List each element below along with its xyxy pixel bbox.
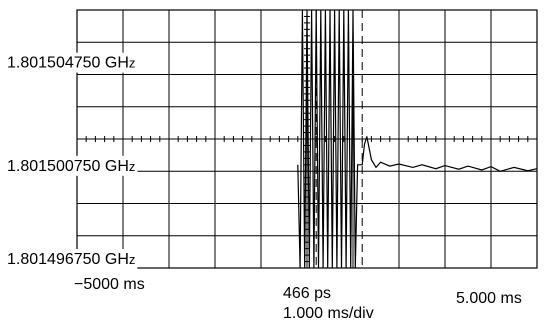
y-axis-labels: 1.801504750 GHz 1.801500750 GHz 1.80149675… xyxy=(5,52,138,269)
y-tick-label-suffix: z xyxy=(129,56,136,71)
x-label-center: 466 ps xyxy=(283,285,331,302)
y-tick-label: 1.801504750 GHz xyxy=(7,55,135,72)
y-label-background xyxy=(5,155,138,176)
x-axis-labels: −5000 ms 466 ps 1.000 ms/div 5.000 ms xyxy=(74,276,522,322)
y-label-background xyxy=(5,52,138,73)
plot-border xyxy=(76,9,538,269)
x-label-left: −5000 ms xyxy=(74,276,145,293)
y-label-background xyxy=(5,249,138,269)
y-tick-label: 1.801496750 GHz xyxy=(7,251,135,268)
y-tick-label: 1.801500750 GHz xyxy=(7,158,135,175)
plot-frame xyxy=(76,9,538,269)
x-label-center-sub: 1.000 ms/div xyxy=(283,305,374,322)
y-tick-label-suffix: z xyxy=(129,252,136,267)
y-tick-label-suffix: z xyxy=(129,159,136,174)
x-label-right: 5.000 ms xyxy=(456,290,522,307)
